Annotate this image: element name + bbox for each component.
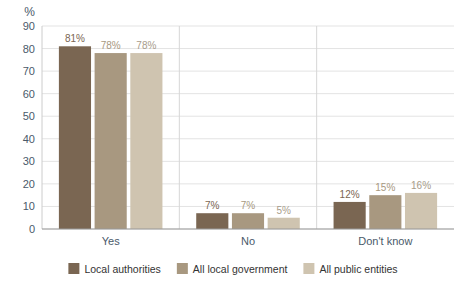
group-separator	[316, 26, 317, 229]
y-tick-label: 90	[23, 20, 35, 32]
grid	[42, 26, 454, 229]
bar	[95, 53, 127, 229]
data-label: 81%	[65, 33, 85, 44]
legend: Local authorities All local government All…	[68, 263, 397, 275]
legend-item: Local authorities	[68, 263, 160, 275]
group-separator	[179, 26, 180, 229]
bar	[405, 193, 437, 229]
data-labels: 81% 7% 12% 78% 7% 15% 78% 5% 16%	[65, 33, 431, 215]
y-tick-label: 0	[29, 223, 35, 235]
y-tick-label: 60	[23, 88, 35, 100]
y-tick-label: 30	[23, 155, 35, 167]
bar	[59, 46, 91, 229]
bar	[369, 195, 401, 229]
chart-svg: 0 10 20 30 40 50 60 70 80 90 81% 7% 12% 78% 7% 15% 78% 5%…	[0, 0, 466, 287]
x-tick-label: Yes	[102, 235, 120, 247]
legend-label: All public entities	[319, 263, 397, 275]
x-axis-line	[42, 229, 454, 230]
data-label: 12%	[340, 189, 360, 200]
grid-line	[42, 229, 454, 230]
y-tick-label: 10	[23, 200, 35, 212]
legend-label: Local authorities	[84, 263, 160, 275]
bars	[59, 46, 437, 229]
data-label: 16%	[411, 180, 431, 191]
y-tick-label: 40	[23, 133, 35, 145]
bar	[268, 218, 300, 229]
legend-swatch	[177, 263, 188, 274]
bar	[130, 53, 162, 229]
y-tick-label: 20	[23, 178, 35, 190]
grid-line	[42, 26, 454, 27]
chart-container: 0 10 20 30 40 50 60 70 80 90 81% 7% 12% 78% 7% 15% 78% 5%…	[0, 0, 466, 287]
bar	[232, 213, 264, 229]
legend-item: All local government	[177, 263, 288, 275]
legend-item: All public entities	[303, 263, 397, 275]
y-tick-label: 50	[23, 110, 35, 122]
x-tick-label: Don't know	[358, 235, 412, 247]
bar	[334, 202, 366, 229]
legend-label: All local government	[193, 263, 288, 275]
y-tick-label: 80	[23, 43, 35, 55]
y-axis-label: %	[24, 5, 35, 19]
y-axis-line	[42, 26, 43, 229]
data-label: 78%	[136, 40, 156, 51]
data-label: 5%	[276, 205, 291, 216]
data-label: 7%	[241, 200, 256, 211]
bar	[196, 213, 228, 229]
data-label: 7%	[205, 200, 220, 211]
y-tick-label: 70	[23, 65, 35, 77]
legend-swatch	[303, 263, 314, 274]
legend-swatch	[68, 263, 79, 274]
data-label: 78%	[101, 40, 121, 51]
data-label: 15%	[375, 182, 395, 193]
x-tick-label: No	[241, 235, 255, 247]
